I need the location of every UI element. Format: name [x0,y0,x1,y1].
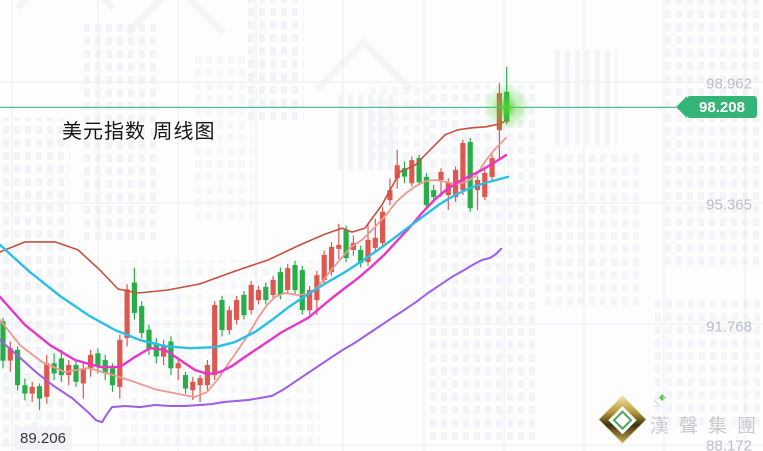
overlay-lines [0,118,510,424]
ma-fast [0,136,507,398]
lower-band [0,247,502,424]
building-silhouette [248,0,304,125]
ma-mid [0,153,508,376]
ma-slow [0,175,510,350]
building-silhouette [545,150,640,310]
building-silhouette [430,85,535,445]
y-axis-label: 88.172 [706,437,752,451]
y-axis-label: 91.768 [706,318,752,336]
low-price-marker: 89.206 [14,427,72,450]
building-silhouette [555,50,617,145]
building-silhouette [84,20,156,245]
current-price-badge: 98.208 [676,96,757,118]
y-axis-label: 95.365 [706,196,752,214]
upper-band [0,118,509,294]
building-silhouette [665,0,763,270]
watermark-flourish-icon: S [653,395,660,410]
y-axis-label: 98.962 [706,75,752,93]
chart-title: 美元指数 周线图 [62,121,216,143]
watermark-text: 漢聲集團 [650,416,763,437]
building-silhouette [195,55,253,225]
